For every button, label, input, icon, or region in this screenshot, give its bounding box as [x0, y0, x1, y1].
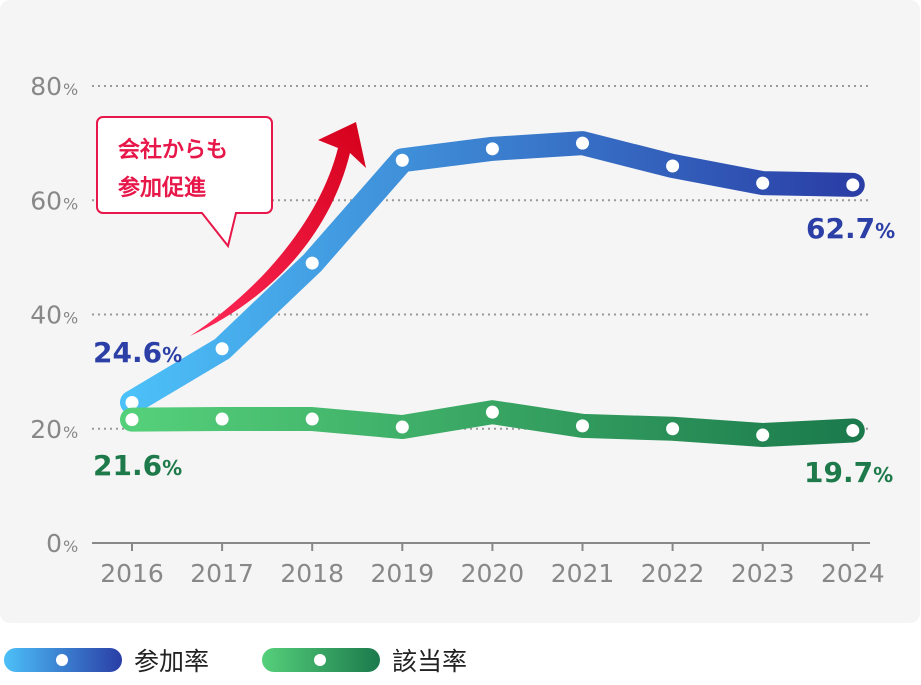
- x-tick-label: 2020: [461, 559, 525, 588]
- x-tick-label: 2022: [641, 559, 705, 588]
- callout-box: [96, 116, 273, 249]
- data-point: [395, 153, 409, 167]
- x-tick-label: 2017: [190, 559, 254, 588]
- legend-label: 該当率: [392, 647, 467, 676]
- data-point: [756, 428, 770, 442]
- data-point: [305, 256, 319, 270]
- data-point: [576, 136, 589, 150]
- y-tick-unit: %: [63, 423, 78, 442]
- data-point: [215, 412, 229, 426]
- x-tick-label: 2016: [100, 559, 164, 588]
- data-point: [215, 342, 229, 356]
- data-point: [485, 142, 499, 156]
- x-tick-label: 2018: [280, 559, 344, 588]
- y-tick-label: 0: [46, 529, 62, 558]
- y-tick-unit: %: [63, 537, 78, 556]
- y-tick-label: 60: [30, 186, 62, 215]
- data-point: [125, 413, 139, 427]
- x-tick-label: 2023: [731, 559, 795, 588]
- data-point: [666, 159, 680, 173]
- y-tick-label: 40: [30, 301, 62, 330]
- data-point: [395, 420, 409, 434]
- callout-text: 参加促進: [118, 175, 206, 201]
- data-point: [305, 412, 319, 426]
- legend-marker: [314, 654, 326, 666]
- y-tick-label: 20: [30, 415, 62, 444]
- plot-background: [0, 0, 920, 623]
- x-tick-label: 2019: [370, 559, 434, 588]
- data-point: [666, 422, 680, 436]
- data-point: [576, 419, 589, 433]
- data-point: [485, 405, 499, 419]
- legend-marker: [56, 654, 68, 666]
- data-point: [846, 423, 860, 437]
- y-tick-label: 80: [30, 72, 62, 101]
- data-point: [846, 178, 860, 192]
- x-tick-label: 2021: [551, 559, 615, 588]
- callout-text: 会社からも: [118, 137, 228, 163]
- y-tick-unit: %: [63, 309, 78, 328]
- y-tick-unit: %: [63, 80, 78, 99]
- data-point: [756, 176, 770, 190]
- legend-label: 参加率: [134, 647, 209, 676]
- x-tick-label: 2024: [821, 559, 885, 588]
- growth-arrow: [190, 122, 366, 336]
- data-point: [125, 395, 139, 409]
- y-tick-unit: %: [63, 194, 78, 213]
